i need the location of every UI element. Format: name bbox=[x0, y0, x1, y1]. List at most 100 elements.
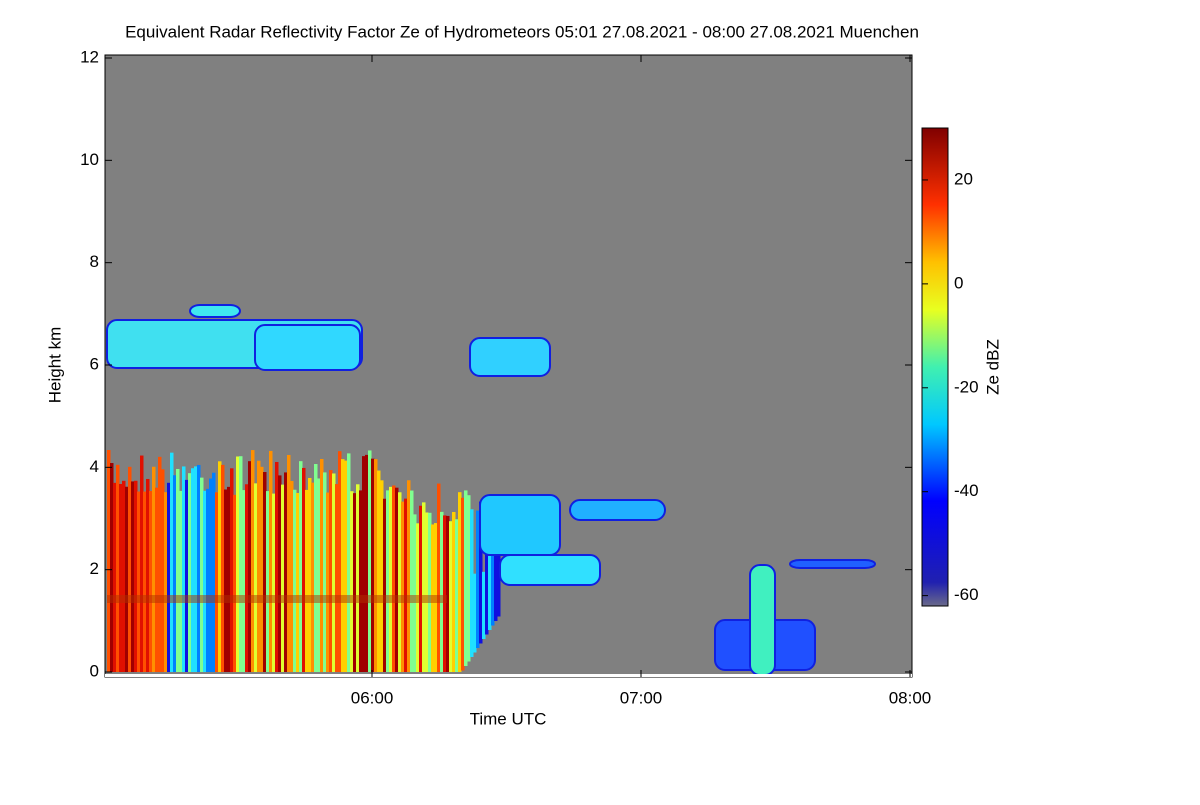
echo-stripe bbox=[341, 459, 345, 672]
echo-cloud bbox=[254, 324, 361, 371]
echo-cloud bbox=[789, 559, 876, 569]
echo-stripe bbox=[350, 491, 354, 672]
echo-stripe bbox=[494, 501, 498, 621]
y-tick-label: 6 bbox=[90, 354, 99, 373]
echo-stripe bbox=[221, 464, 225, 672]
echo-stripe bbox=[113, 482, 117, 672]
chart-title: Equivalent Radar Reflectivity Factor Ze … bbox=[125, 22, 919, 41]
echo-stripe bbox=[422, 502, 426, 672]
echo-stripe bbox=[386, 490, 390, 672]
echo-stripe bbox=[251, 450, 255, 672]
echo-stripe bbox=[188, 473, 192, 672]
echo-stripe bbox=[401, 501, 405, 672]
echo-stripe bbox=[170, 452, 174, 672]
echo-stripe bbox=[275, 461, 279, 672]
y-tick-label: 8 bbox=[90, 252, 99, 271]
echo-stripe bbox=[257, 460, 261, 672]
echo-stripe bbox=[224, 489, 228, 672]
echo-stripe bbox=[428, 512, 432, 672]
echo-stripe bbox=[497, 547, 501, 617]
ground-strip bbox=[105, 674, 912, 677]
echo-stripe bbox=[107, 450, 111, 672]
echo-stripe bbox=[380, 480, 384, 672]
echo-stripe bbox=[455, 519, 459, 672]
echo-stripe bbox=[158, 456, 162, 672]
echo-stripe bbox=[392, 485, 396, 672]
echo-stripe bbox=[374, 459, 378, 672]
echo-stripe bbox=[245, 484, 249, 672]
echo-stripe bbox=[437, 483, 441, 672]
y-tick-label: 0 bbox=[90, 661, 99, 680]
echo-stripe bbox=[470, 509, 474, 657]
x-tick-label: 06:00 bbox=[351, 688, 394, 707]
colorbar-tick-label: 0 bbox=[954, 273, 963, 292]
echo-stripe bbox=[332, 473, 336, 672]
echo-stripe bbox=[419, 505, 423, 672]
echo-stripe bbox=[413, 514, 417, 672]
echo-cloud bbox=[569, 499, 666, 521]
echo-stripe bbox=[164, 492, 168, 672]
echo-stripe bbox=[149, 491, 153, 672]
echo-stripe bbox=[173, 475, 177, 672]
echo-stripe bbox=[356, 484, 360, 672]
echo-cloud bbox=[749, 564, 776, 676]
y-tick-label: 10 bbox=[80, 150, 99, 169]
echo-stripe bbox=[377, 470, 381, 672]
echo-stripe bbox=[446, 515, 450, 672]
echo-stripe bbox=[179, 490, 183, 672]
echo-stripe bbox=[134, 480, 138, 672]
echo-stripe bbox=[368, 450, 372, 672]
echo-field bbox=[106, 304, 876, 676]
echo-stripe bbox=[464, 490, 468, 666]
echo-stripe bbox=[128, 466, 132, 672]
echo-stripe bbox=[329, 470, 333, 672]
echo-stripe bbox=[314, 464, 318, 672]
echo-stripe bbox=[482, 571, 486, 639]
echo-stripe bbox=[236, 456, 240, 672]
echo-stripe bbox=[260, 466, 264, 672]
y-tick-label: 12 bbox=[80, 47, 99, 66]
echo-stripe bbox=[155, 487, 159, 672]
y-tick-label: 2 bbox=[90, 559, 99, 578]
echo-stripe bbox=[320, 458, 324, 672]
echo-stripe bbox=[389, 486, 393, 672]
echo-stripe bbox=[140, 455, 144, 672]
echo-stripe bbox=[266, 491, 270, 672]
echo-stripe bbox=[131, 481, 135, 672]
x-tick-label: 07:00 bbox=[620, 688, 663, 707]
colorbar-tick-label: -40 bbox=[954, 481, 979, 500]
y-tick-label: 4 bbox=[90, 457, 99, 476]
echo-stripe bbox=[410, 490, 414, 672]
echo-stripe bbox=[311, 482, 315, 672]
x-axis-label: Time UTC bbox=[470, 709, 547, 728]
echo-stripe bbox=[326, 492, 330, 672]
echo-stripe bbox=[110, 463, 114, 672]
colorbar-label: Ze dBZ bbox=[983, 339, 1002, 395]
echo-stripe bbox=[272, 493, 276, 672]
echo-cloud bbox=[479, 494, 561, 556]
echo-stripe bbox=[443, 515, 447, 672]
echo-stripe bbox=[182, 466, 186, 672]
y-axis-label: Height km bbox=[45, 327, 64, 404]
colorbar-tick-label: 20 bbox=[954, 169, 973, 188]
echo-stripe bbox=[191, 468, 195, 672]
echo-stripe bbox=[203, 490, 207, 672]
echo-stripe bbox=[383, 498, 387, 672]
echo-stripe bbox=[290, 480, 294, 672]
echo-stripe bbox=[206, 488, 210, 672]
echo-stripe bbox=[209, 478, 213, 672]
colorbar-tick-label: -20 bbox=[954, 377, 979, 396]
echo-stripe bbox=[137, 491, 141, 672]
echo-stripe bbox=[227, 486, 231, 672]
echo-stripe bbox=[284, 472, 288, 672]
echo-stripe bbox=[200, 477, 204, 672]
echo-stripe bbox=[362, 456, 366, 672]
echo-stripe bbox=[359, 490, 363, 672]
echo-cloud bbox=[469, 337, 551, 377]
echo-stripe bbox=[197, 464, 201, 672]
echo-stripe bbox=[122, 480, 126, 672]
echo-stripe bbox=[398, 492, 402, 672]
echo-stripe bbox=[194, 466, 198, 672]
echo-stripe bbox=[452, 512, 456, 672]
echo-stripe bbox=[218, 461, 222, 672]
